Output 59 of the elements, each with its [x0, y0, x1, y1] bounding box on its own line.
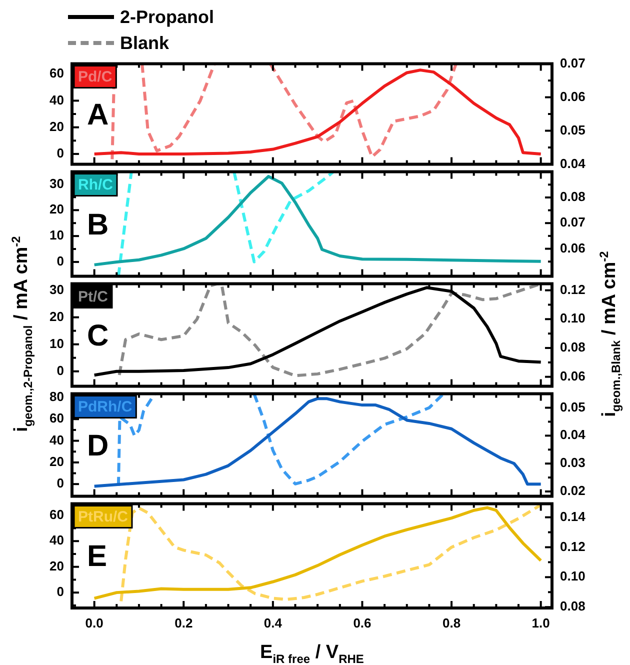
y-tick-label: 80	[50, 389, 64, 404]
x-tick-label: 1.0	[532, 615, 550, 630]
y-tick-label: 0	[56, 584, 64, 600]
y2-tick-label: 0.10	[560, 568, 586, 584]
y2-tick-label: 0.04	[560, 427, 586, 442]
y2-tick-label: 0.10	[560, 310, 586, 326]
annotation: Rh/C	[78, 176, 114, 194]
annotation: C	[87, 319, 109, 352]
y-tick-label: 0	[56, 254, 64, 269]
x-tick-label: 0.6	[353, 615, 372, 630]
y-tick-label: 20	[50, 308, 64, 324]
y2-tick-label: 0.04	[560, 156, 586, 171]
annotation: B	[87, 208, 109, 242]
y2-tick-label: 0.07	[560, 55, 586, 70]
y-tick-label: 60	[50, 506, 64, 522]
y2-tick-label: 0.12	[560, 282, 586, 297]
y-tick-label: 20	[50, 558, 64, 574]
y-tick-label: 30	[50, 176, 64, 191]
x-tick-label: 0.0	[85, 615, 104, 630]
y2-tick-label: 0.12	[560, 538, 586, 554]
annotation: PdRh/C	[78, 398, 132, 416]
y-tick-label: 40	[50, 432, 64, 448]
y2-tick-label: 0.03	[560, 455, 586, 470]
y2-tick-label: 0.07	[560, 214, 586, 230]
y-tick-label: 40	[50, 92, 64, 108]
y2-tick-label: 0.06	[560, 88, 586, 104]
x-tick-label: 0.4	[264, 615, 283, 630]
y-tick-label: 20	[50, 118, 64, 134]
annotation: Pd/C	[78, 68, 112, 86]
y2-tick-label: 0.08	[560, 340, 586, 355]
y2-tick-label: 0.02	[560, 483, 586, 498]
y-tick-label: 0	[56, 362, 64, 378]
annotation: PtRu/C	[78, 508, 128, 526]
annotation: D	[87, 429, 109, 462]
annotation: A	[87, 98, 109, 132]
y2-tick-label: 0.14	[560, 508, 586, 524]
y-tick-label: 20	[50, 202, 64, 217]
annotation: E	[87, 540, 108, 574]
y2-tick-label: 0.08	[560, 598, 586, 614]
y2-tick-label: 0.06	[560, 240, 586, 256]
y-tick-label: 60	[50, 66, 64, 81]
y2-tick-label: 0.08	[560, 189, 586, 204]
legend-label: Blank	[120, 32, 170, 54]
y-tick-label: 20	[50, 454, 64, 470]
y2-tick-label: 0.05	[560, 399, 586, 414]
y2-tick-label: 0.05	[560, 122, 586, 138]
x-tick-label: 0.2	[174, 615, 193, 630]
annotation: Pt/C	[78, 288, 108, 306]
y-tick-label: 10	[50, 228, 64, 243]
x-axis-title: E$_{iR free}$ / V$_{RHE}$	[260, 642, 364, 665]
y2-tick-label: 0.06	[560, 368, 586, 384]
y-tick-label: 0	[56, 476, 64, 491]
y-tick-label: 60	[50, 410, 64, 426]
y-tick-label: 30	[50, 282, 64, 297]
y-tick-label: 10	[50, 336, 64, 351]
y-tick-label: 40	[50, 532, 64, 548]
legend-label: 2-Propanol	[120, 6, 214, 28]
y-tick-label: 0	[56, 146, 64, 161]
x-tick-label: 0.8	[442, 615, 461, 630]
